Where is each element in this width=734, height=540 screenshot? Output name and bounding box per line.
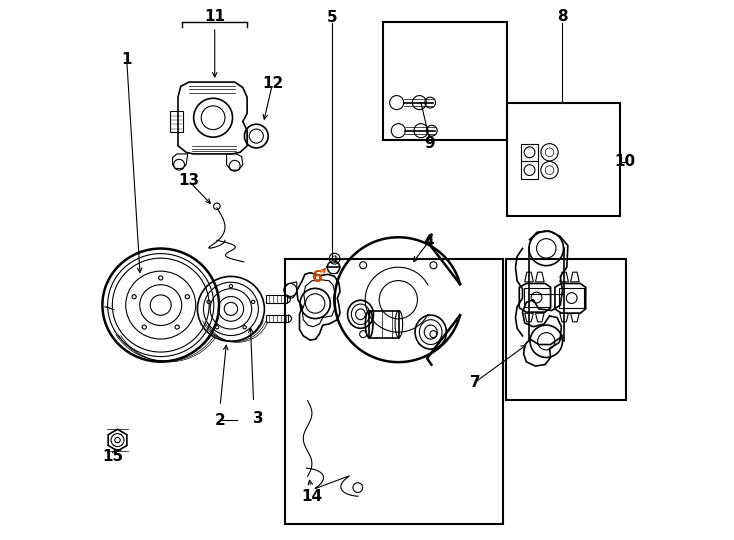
Text: 7: 7: [470, 375, 480, 390]
Bar: [521, 161, 537, 179]
Bar: [369, 310, 399, 338]
Bar: [507, 103, 619, 216]
Text: 14: 14: [302, 489, 322, 504]
Text: 6: 6: [312, 270, 323, 285]
Bar: [266, 315, 288, 322]
Bar: [170, 111, 184, 132]
Text: 13: 13: [178, 173, 200, 188]
Bar: [506, 259, 626, 400]
Text: 4: 4: [424, 234, 434, 249]
Text: 9: 9: [424, 136, 435, 151]
Bar: [266, 295, 286, 303]
Text: 1: 1: [121, 52, 132, 67]
Text: 2: 2: [215, 413, 225, 428]
Text: 10: 10: [614, 154, 636, 170]
Bar: [383, 22, 507, 140]
Text: 8: 8: [557, 9, 568, 24]
Text: 11: 11: [204, 9, 225, 24]
Text: 5: 5: [327, 10, 337, 25]
Text: 15: 15: [103, 449, 124, 464]
Text: 3: 3: [252, 411, 264, 426]
Text: 12: 12: [262, 76, 283, 91]
Bar: [285, 259, 503, 524]
Bar: [521, 144, 537, 161]
